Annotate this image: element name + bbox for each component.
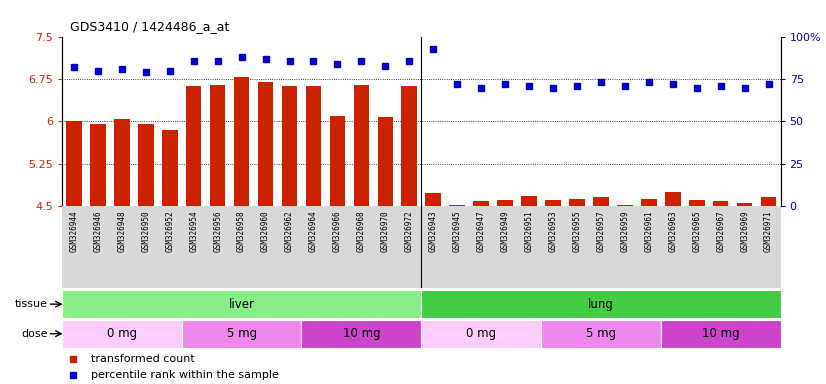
Bar xyxy=(258,82,273,206)
Text: 0 mg: 0 mg xyxy=(466,327,496,340)
Text: 0 mg: 0 mg xyxy=(107,327,137,340)
Bar xyxy=(282,86,297,206)
Bar xyxy=(90,124,106,206)
Text: GSM326970: GSM326970 xyxy=(381,210,390,252)
Bar xyxy=(62,320,182,348)
Bar xyxy=(761,197,776,206)
Bar xyxy=(138,124,154,206)
Text: transformed count: transformed count xyxy=(91,354,194,364)
Bar xyxy=(62,290,421,318)
Text: GSM326949: GSM326949 xyxy=(501,210,510,252)
Text: GSM326965: GSM326965 xyxy=(692,210,701,252)
Bar xyxy=(569,199,585,206)
Bar xyxy=(497,200,513,206)
Bar xyxy=(425,193,441,206)
Text: GSM326958: GSM326958 xyxy=(237,210,246,252)
Bar xyxy=(689,200,705,206)
Text: liver: liver xyxy=(229,298,254,311)
Text: 10 mg: 10 mg xyxy=(702,327,739,340)
Bar xyxy=(401,86,417,206)
Bar xyxy=(182,320,301,348)
Bar xyxy=(421,320,541,348)
Text: GSM326961: GSM326961 xyxy=(644,210,653,252)
Text: dose: dose xyxy=(21,329,48,339)
Text: GSM326948: GSM326948 xyxy=(117,210,126,252)
Text: GSM326947: GSM326947 xyxy=(477,210,486,252)
Text: GSM326966: GSM326966 xyxy=(333,210,342,252)
Bar xyxy=(301,320,421,348)
Text: GSM326967: GSM326967 xyxy=(716,210,725,252)
Bar xyxy=(737,203,752,206)
Text: GSM326945: GSM326945 xyxy=(453,210,462,252)
Text: 10 mg: 10 mg xyxy=(343,327,380,340)
Bar xyxy=(330,116,345,206)
Text: lung: lung xyxy=(588,298,614,311)
Text: GSM326968: GSM326968 xyxy=(357,210,366,252)
Bar xyxy=(186,86,202,206)
Bar xyxy=(473,201,489,206)
Text: GSM326956: GSM326956 xyxy=(213,210,222,252)
Text: GSM326951: GSM326951 xyxy=(525,210,534,252)
Text: GSM326946: GSM326946 xyxy=(93,210,102,252)
Text: GSM326964: GSM326964 xyxy=(309,210,318,252)
Text: GSM326972: GSM326972 xyxy=(405,210,414,252)
Bar xyxy=(665,192,681,206)
Bar xyxy=(306,86,321,206)
Bar xyxy=(421,290,781,318)
Text: GSM326953: GSM326953 xyxy=(548,210,558,252)
Bar xyxy=(66,121,82,206)
Bar xyxy=(661,320,781,348)
Text: GSM326954: GSM326954 xyxy=(189,210,198,252)
Bar xyxy=(162,130,178,206)
Bar xyxy=(545,200,561,206)
Bar xyxy=(617,205,633,206)
Text: tissue: tissue xyxy=(15,299,48,309)
Bar xyxy=(354,85,369,206)
Bar xyxy=(210,85,225,206)
Text: GSM326960: GSM326960 xyxy=(261,210,270,252)
Text: GSM326959: GSM326959 xyxy=(620,210,629,252)
Bar xyxy=(593,197,609,206)
Text: GSM326963: GSM326963 xyxy=(668,210,677,252)
Text: GSM326952: GSM326952 xyxy=(165,210,174,252)
Text: 5 mg: 5 mg xyxy=(586,327,616,340)
Text: GSM326957: GSM326957 xyxy=(596,210,605,252)
Text: GSM326962: GSM326962 xyxy=(285,210,294,252)
Bar xyxy=(521,196,537,206)
Bar xyxy=(377,118,393,206)
Text: GSM326955: GSM326955 xyxy=(572,210,582,252)
Text: GDS3410 / 1424486_a_at: GDS3410 / 1424486_a_at xyxy=(70,20,230,33)
Text: GSM326969: GSM326969 xyxy=(740,210,749,252)
Bar xyxy=(449,205,465,206)
Text: GSM326950: GSM326950 xyxy=(141,210,150,252)
Text: 5 mg: 5 mg xyxy=(226,327,257,340)
Text: GSM326971: GSM326971 xyxy=(764,210,773,252)
Bar xyxy=(114,119,130,206)
Bar xyxy=(541,320,661,348)
Text: GSM326943: GSM326943 xyxy=(429,210,438,252)
Text: percentile rank within the sample: percentile rank within the sample xyxy=(91,370,278,380)
Bar xyxy=(234,78,249,206)
Bar xyxy=(641,199,657,206)
Bar xyxy=(713,201,729,206)
Text: GSM326944: GSM326944 xyxy=(69,210,78,252)
